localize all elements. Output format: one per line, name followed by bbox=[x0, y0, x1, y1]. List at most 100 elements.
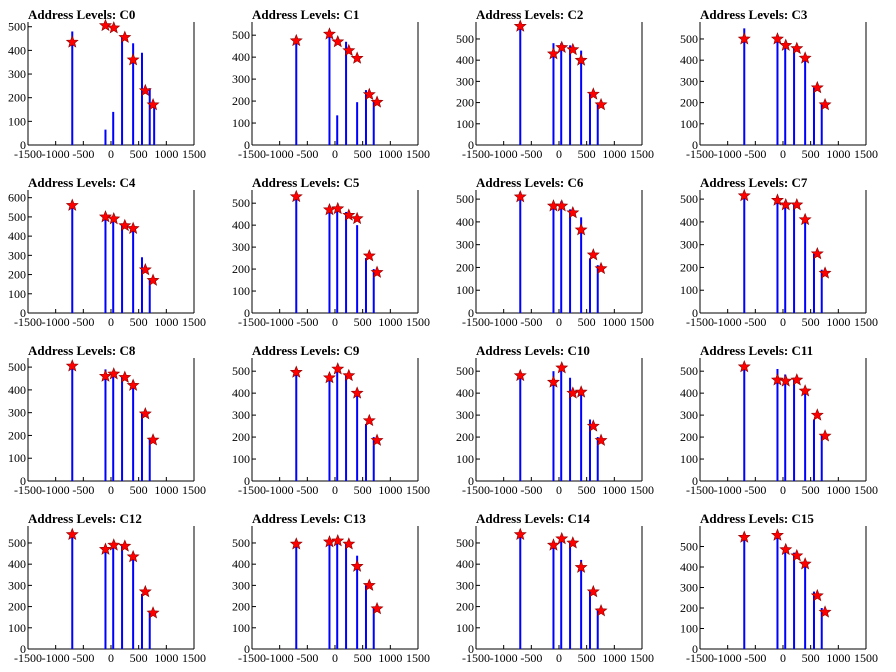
chart-svg: Address Levels: C13 0 100 200 300 400 500 -1500… bbox=[232, 511, 430, 665]
chart-title: Address Levels: C11 bbox=[700, 343, 813, 358]
histogram-bar bbox=[793, 552, 796, 649]
y-tick-label: 400 bbox=[456, 53, 474, 67]
histogram-bar bbox=[364, 258, 367, 313]
x-tick-label: 0 bbox=[332, 315, 338, 329]
x-tick-label: 500 bbox=[578, 483, 596, 497]
star-marker bbox=[594, 433, 608, 446]
y-tick-label: 200 bbox=[232, 94, 250, 108]
histogram-bar bbox=[588, 589, 591, 649]
star-marker bbox=[118, 539, 132, 552]
chart-svg: Address Levels: C15 0 100 200 300 400 500 -1500… bbox=[680, 511, 878, 665]
star-marker bbox=[370, 95, 384, 108]
histogram-bar bbox=[552, 203, 555, 313]
histogram-bar bbox=[519, 372, 522, 481]
y-tick-label: 0 bbox=[20, 642, 26, 656]
histogram-bar bbox=[336, 206, 339, 313]
x-tick-label: -500 bbox=[72, 483, 94, 497]
star-marker bbox=[770, 528, 784, 541]
x-tick-label: 1500 bbox=[630, 315, 654, 329]
x-tick-label: 0 bbox=[108, 315, 114, 329]
histogram-bar bbox=[295, 368, 298, 481]
x-tick-label: 1500 bbox=[854, 483, 878, 497]
x-tick-label: 1500 bbox=[630, 147, 654, 161]
x-tick-label: 500 bbox=[802, 315, 820, 329]
x-tick-label: 1000 bbox=[154, 651, 178, 665]
y-tick-label: 400 bbox=[232, 386, 250, 400]
y-tick-label: 300 bbox=[680, 74, 698, 88]
x-tick-label: 500 bbox=[802, 483, 820, 497]
x-tick-label: 1000 bbox=[378, 483, 402, 497]
x-tick-label: -1500 bbox=[238, 315, 266, 329]
x-tick-label: 500 bbox=[578, 315, 596, 329]
y-tick-label: 100 bbox=[8, 451, 26, 465]
chart-panel: Address Levels: C6 0 100 200 300 400 500 -1500-… bbox=[448, 168, 672, 336]
histogram-bar bbox=[356, 102, 359, 145]
y-tick-label: 100 bbox=[232, 452, 250, 466]
x-tick-label: -1000 bbox=[490, 147, 518, 161]
star-marker bbox=[790, 41, 804, 55]
histogram-bar bbox=[784, 45, 787, 145]
histogram-bar bbox=[71, 364, 74, 481]
histogram-bar bbox=[148, 437, 151, 481]
histogram-bar bbox=[140, 52, 143, 145]
x-tick-label: 1000 bbox=[602, 315, 626, 329]
histogram-bar bbox=[121, 376, 124, 481]
y-tick-label: 300 bbox=[456, 238, 474, 252]
x-tick-label: -500 bbox=[520, 651, 542, 665]
star-marker bbox=[350, 51, 364, 64]
histogram-bar bbox=[793, 377, 796, 481]
histogram-bar bbox=[356, 555, 359, 649]
x-tick-label: -500 bbox=[72, 147, 94, 161]
star-marker bbox=[107, 21, 121, 34]
chart-panel: Address Levels: C1 0 100 200 300 400 500 -1500-… bbox=[224, 0, 448, 168]
x-tick-label: -1000 bbox=[42, 483, 70, 497]
x-tick-label: -1500 bbox=[462, 651, 490, 665]
x-tick-label: 500 bbox=[354, 483, 372, 497]
x-tick-label: 0 bbox=[332, 147, 338, 161]
y-tick-label: 0 bbox=[20, 306, 26, 320]
histogram-bar bbox=[121, 546, 124, 649]
y-tick-label: 100 bbox=[232, 284, 250, 298]
x-tick-label: 1000 bbox=[602, 483, 626, 497]
y-tick-label: 200 bbox=[8, 91, 26, 105]
chart-title: Address Levels: C10 bbox=[476, 343, 590, 358]
star-marker bbox=[513, 527, 527, 541]
chart-title: Address Levels: C5 bbox=[252, 175, 360, 190]
star-marker bbox=[546, 538, 560, 551]
star-marker bbox=[790, 548, 804, 562]
star-marker bbox=[98, 210, 112, 223]
histogram-bar bbox=[596, 265, 599, 313]
y-tick-label: 0 bbox=[244, 474, 250, 488]
x-tick-label: -1500 bbox=[14, 651, 42, 665]
x-tick-label: -1500 bbox=[686, 147, 714, 161]
histogram-bar bbox=[328, 35, 331, 145]
y-tick-label: 200 bbox=[680, 96, 698, 110]
x-tick-label: -1000 bbox=[490, 483, 518, 497]
histogram-bar bbox=[112, 111, 115, 145]
chart-title: Address Levels: C6 bbox=[476, 175, 584, 190]
star-marker bbox=[322, 27, 336, 40]
y-tick-label: 200 bbox=[8, 428, 26, 442]
histogram-bar bbox=[140, 257, 143, 313]
star-marker bbox=[810, 588, 824, 602]
histogram-bar bbox=[71, 533, 74, 649]
y-tick-label: 0 bbox=[692, 138, 698, 152]
histogram-bar bbox=[552, 542, 555, 649]
chart-svg: Address Levels: C11 0 100 200 300 400 500 -1500… bbox=[680, 343, 878, 497]
histogram-bar bbox=[519, 532, 522, 649]
x-tick-label: 1500 bbox=[406, 315, 430, 329]
x-tick-label: -1500 bbox=[238, 651, 266, 665]
y-tick-label: 100 bbox=[232, 621, 250, 635]
star-marker bbox=[126, 221, 140, 234]
histogram-bar bbox=[132, 228, 135, 313]
chart-title: Address Levels: C12 bbox=[28, 511, 142, 526]
star-marker bbox=[146, 273, 160, 286]
star-marker bbox=[770, 32, 784, 45]
y-tick-label: 400 bbox=[8, 557, 26, 571]
histogram-bar bbox=[820, 102, 823, 145]
star-marker bbox=[362, 413, 376, 427]
y-tick-label: 400 bbox=[680, 560, 698, 574]
x-tick-label: 1500 bbox=[406, 147, 430, 161]
chart-svg: Address Levels: C90100200300400500-1500-… bbox=[232, 343, 430, 497]
star-marker bbox=[342, 208, 356, 221]
